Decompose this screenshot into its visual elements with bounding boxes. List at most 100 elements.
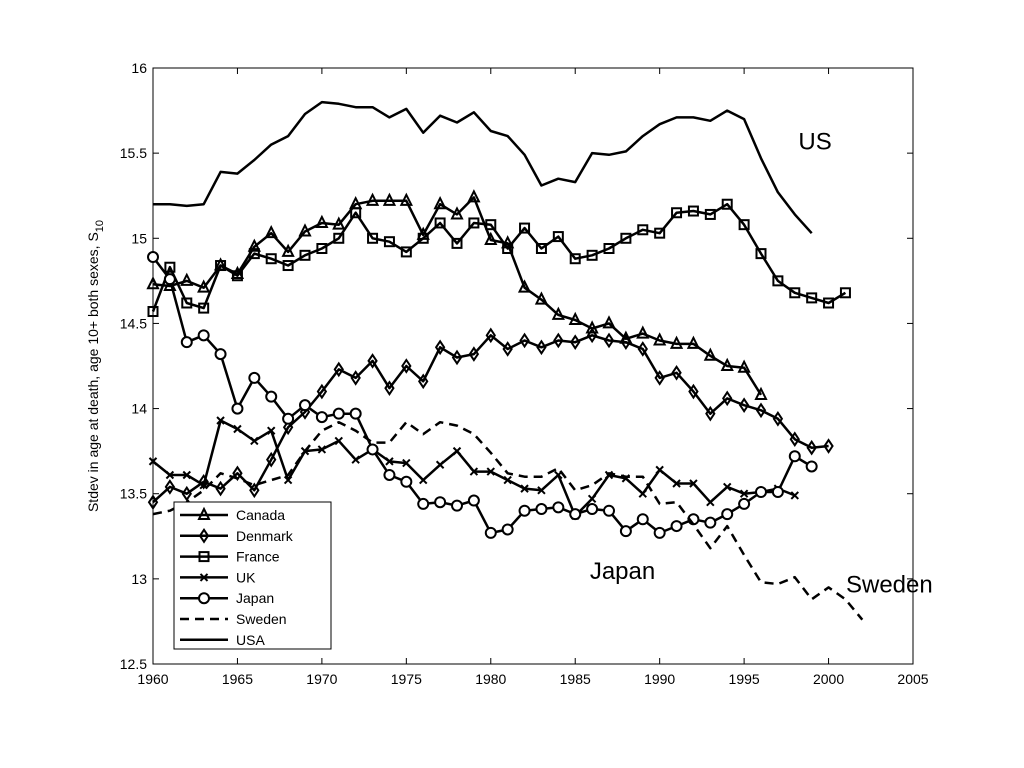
x-tick-label: 1985 <box>560 671 591 687</box>
data-point-canada <box>568 311 582 326</box>
data-point-uk <box>334 436 343 446</box>
series-line-france <box>151 202 847 312</box>
data-point-canada <box>534 291 549 305</box>
y-tick-label: 14.5 <box>120 315 147 331</box>
marker-stroke <box>182 470 191 480</box>
data-point-canada <box>517 279 532 293</box>
marker-stroke <box>503 475 512 485</box>
data-point-denmark <box>722 390 733 407</box>
data-point-france <box>417 232 429 244</box>
data-point-japan <box>771 486 784 499</box>
data-point-denmark <box>603 332 615 349</box>
data-point-japan <box>738 497 751 510</box>
series-line-denmark <box>152 334 829 504</box>
data-point-denmark <box>755 402 767 419</box>
data-point-denmark <box>350 370 361 386</box>
data-point-japan <box>704 516 717 529</box>
x-tick-label: 1970 <box>306 671 337 687</box>
data-point-japan <box>586 503 599 516</box>
data-point-denmark <box>620 334 632 350</box>
data-point-uk <box>503 475 512 485</box>
data-point-canada <box>653 332 667 346</box>
marker-stroke <box>486 467 495 476</box>
data-point-japan <box>636 513 649 526</box>
legend-item-sweden: Sweden <box>180 611 287 627</box>
data-point-france <box>772 275 784 287</box>
data-point-japan <box>467 494 480 507</box>
marker-stroke <box>250 436 259 446</box>
marker-stroke <box>402 458 411 468</box>
x-tick-label: 1960 <box>137 671 168 687</box>
series-sweden <box>152 420 864 621</box>
data-point-japan <box>535 503 548 516</box>
data-point-uk <box>706 498 715 507</box>
data-point-japan <box>332 407 345 420</box>
data-point-uk <box>419 475 428 485</box>
data-point-uk <box>148 457 158 466</box>
marker-stroke <box>638 489 647 498</box>
data-point-denmark <box>147 494 159 511</box>
data-point-france <box>620 232 632 244</box>
data-point-france <box>839 287 851 299</box>
data-point-canada <box>754 386 768 400</box>
data-point-japan <box>417 497 430 510</box>
x-tick-label: 1965 <box>222 671 253 687</box>
legend-box <box>173 501 332 650</box>
data-point-uk <box>452 446 462 456</box>
marker-stroke <box>469 467 479 476</box>
data-point-uk <box>165 470 175 480</box>
data-point-france <box>603 243 615 255</box>
data-point-japan <box>299 399 311 412</box>
legend-marker <box>198 592 210 605</box>
data-point-japan <box>197 329 210 342</box>
data-point-france <box>164 261 176 273</box>
data-point-france <box>198 302 210 314</box>
data-point-japan <box>788 450 801 463</box>
legend-marker <box>197 506 211 520</box>
marker-stroke <box>706 498 715 507</box>
data-point-japan <box>518 504 531 517</box>
marker-stroke <box>452 446 462 456</box>
data-point-japan <box>484 526 497 539</box>
legend-marker <box>198 527 210 544</box>
marker-stroke <box>790 491 799 500</box>
data-point-france <box>468 217 480 229</box>
data-point-france <box>181 297 193 309</box>
marker-stroke <box>672 479 681 488</box>
marker-stroke <box>267 426 276 435</box>
data-point-france <box>671 207 683 219</box>
data-point-canada <box>737 359 751 373</box>
data-point-uk <box>537 486 546 495</box>
marker-stroke <box>334 436 343 446</box>
marker-stroke <box>199 573 209 582</box>
x-tick-label: 1990 <box>644 671 675 687</box>
data-point-uk <box>520 484 529 493</box>
data-point-canada <box>636 325 650 339</box>
data-point-denmark <box>282 419 294 436</box>
data-point-france <box>265 253 277 265</box>
data-point-denmark <box>688 383 699 400</box>
y-tick-label: 13 <box>131 571 147 587</box>
data-point-canada <box>197 279 211 293</box>
data-point-japan <box>231 402 244 415</box>
marker-stroke <box>216 416 225 425</box>
marker-stroke <box>199 480 208 490</box>
data-point-france <box>738 219 750 231</box>
data-point-japan <box>163 273 176 286</box>
data-point-canada <box>399 192 413 206</box>
data-point-japan <box>282 412 295 425</box>
data-point-canada <box>703 347 717 361</box>
legend-label: Denmark <box>236 528 294 544</box>
data-point-japan <box>434 496 447 509</box>
data-point-uk <box>267 426 276 435</box>
data-point-japan <box>501 523 514 536</box>
data-point-uk <box>587 494 597 504</box>
data-point-uk <box>250 436 259 446</box>
legend-item-denmark: Denmark <box>180 528 294 544</box>
series-uk <box>148 416 799 521</box>
series-usa <box>153 100 813 235</box>
data-point-france <box>687 205 699 217</box>
y-axis-label: Stdev in age at death, age 10+ both sexe… <box>85 220 106 512</box>
annotation-sweden: Sweden <box>846 571 933 598</box>
data-point-denmark <box>789 431 800 448</box>
